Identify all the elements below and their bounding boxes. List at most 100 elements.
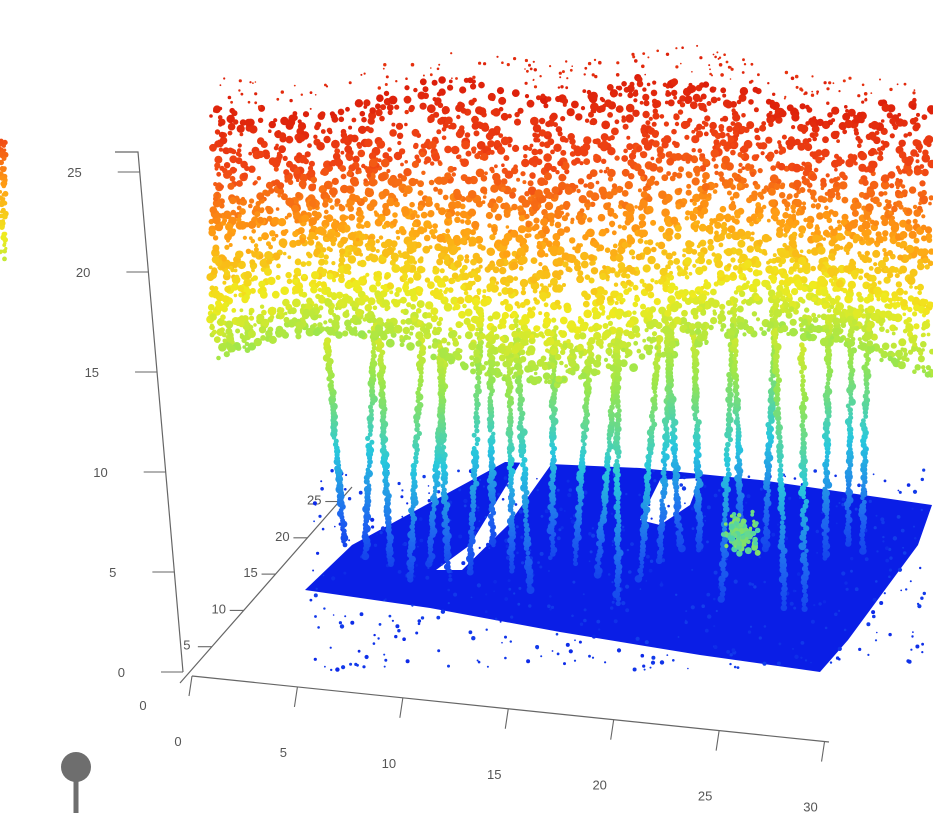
z-axis-line <box>115 151 184 673</box>
ground-point <box>513 592 516 595</box>
canopy-point <box>651 121 657 127</box>
canopy-point <box>867 305 876 314</box>
canopy-point <box>623 329 630 337</box>
canopy-point <box>464 219 472 226</box>
ground-point <box>648 568 653 573</box>
canopy-point <box>523 154 528 159</box>
canopy-point <box>925 365 932 371</box>
canopy-point <box>633 163 642 172</box>
canopy-point <box>554 353 562 361</box>
x-tick-label: 15 <box>487 767 501 782</box>
y-axis-line <box>179 486 353 684</box>
canopy-point <box>501 324 507 329</box>
canopy-point <box>367 127 374 134</box>
canopy-point <box>689 213 698 221</box>
trunk-point <box>329 379 334 385</box>
y-tick-label: 25 <box>307 493 321 508</box>
ground-point <box>872 614 876 619</box>
ground-point <box>309 598 313 602</box>
z-tick-label: 5 <box>109 565 116 580</box>
ground-point <box>334 525 336 528</box>
canopy-point <box>391 264 401 273</box>
ground-point <box>818 602 822 606</box>
canopy-point <box>665 279 670 284</box>
canopy-point <box>683 270 688 276</box>
canopy-point <box>921 348 925 352</box>
ground-point <box>651 655 656 660</box>
canopy-point <box>868 266 874 271</box>
trunk-point <box>767 396 775 404</box>
ground-point <box>622 525 625 529</box>
ground-point <box>922 468 926 472</box>
canopy-point <box>769 174 779 184</box>
canopy-point <box>482 195 487 199</box>
ground-point <box>888 632 892 637</box>
canopy-point <box>460 284 466 291</box>
canopy-point <box>425 301 434 310</box>
ground-point <box>913 525 915 528</box>
canopy-point <box>535 158 543 166</box>
canopy-point <box>699 165 707 172</box>
trunk-point <box>799 342 805 348</box>
canopy-point <box>902 347 908 353</box>
ground-point <box>841 571 846 576</box>
canopy-point <box>511 374 516 379</box>
canopy-point <box>274 233 279 238</box>
canopy-point <box>324 298 333 307</box>
canopy-point <box>784 206 790 212</box>
canopy-point <box>543 141 551 149</box>
canopy-point <box>883 206 888 211</box>
canopy-point <box>577 278 583 283</box>
ground-point <box>372 642 376 645</box>
trunk-point <box>772 353 780 360</box>
canopy-point <box>213 336 221 343</box>
ground-point <box>458 488 462 492</box>
trunk-point <box>614 411 622 419</box>
canopy-point <box>706 259 712 265</box>
ground-point <box>362 665 366 669</box>
ground-point <box>457 469 460 473</box>
clipped-point-cloud-fragment <box>0 138 9 262</box>
ground-point <box>419 538 424 543</box>
ground-point <box>835 656 840 660</box>
canopy-point <box>625 279 632 286</box>
canopy-point <box>378 235 384 240</box>
canopy-point <box>713 281 719 287</box>
ground-point <box>868 499 872 503</box>
fragment-point <box>2 214 7 220</box>
canopy-point <box>791 209 796 214</box>
trunk-point <box>639 560 645 565</box>
ground-point <box>470 596 473 599</box>
canopy-point <box>759 124 767 132</box>
ground-point <box>883 479 887 483</box>
ground-point <box>540 514 544 518</box>
canopy-point <box>742 332 747 337</box>
trunk-point <box>775 423 783 432</box>
trunk-point <box>365 467 371 473</box>
trunk-point <box>518 415 525 422</box>
canopy-point <box>543 302 549 308</box>
trunk-point <box>513 317 519 324</box>
canopy-point <box>519 278 529 288</box>
ground-point <box>675 593 678 596</box>
trunk-point <box>800 387 806 393</box>
canopy-point <box>820 288 829 297</box>
canopy-point <box>267 276 276 286</box>
canopy-point <box>670 321 675 326</box>
ground-point <box>684 619 687 622</box>
ground-point <box>391 619 394 622</box>
trunk-point <box>863 381 870 387</box>
canopy-point <box>564 364 568 368</box>
trunk-point <box>864 385 870 391</box>
trunk-point <box>799 512 805 518</box>
trunk-point <box>826 364 832 370</box>
canopy-point <box>302 234 306 239</box>
trunk-point <box>474 401 481 408</box>
trunk-point <box>848 411 853 417</box>
canopy-point <box>409 331 414 336</box>
canopy-point <box>761 233 771 243</box>
canopy-point <box>687 117 693 123</box>
canopy-point <box>249 198 255 204</box>
canopy-point <box>447 165 455 173</box>
understory-point <box>753 540 759 546</box>
